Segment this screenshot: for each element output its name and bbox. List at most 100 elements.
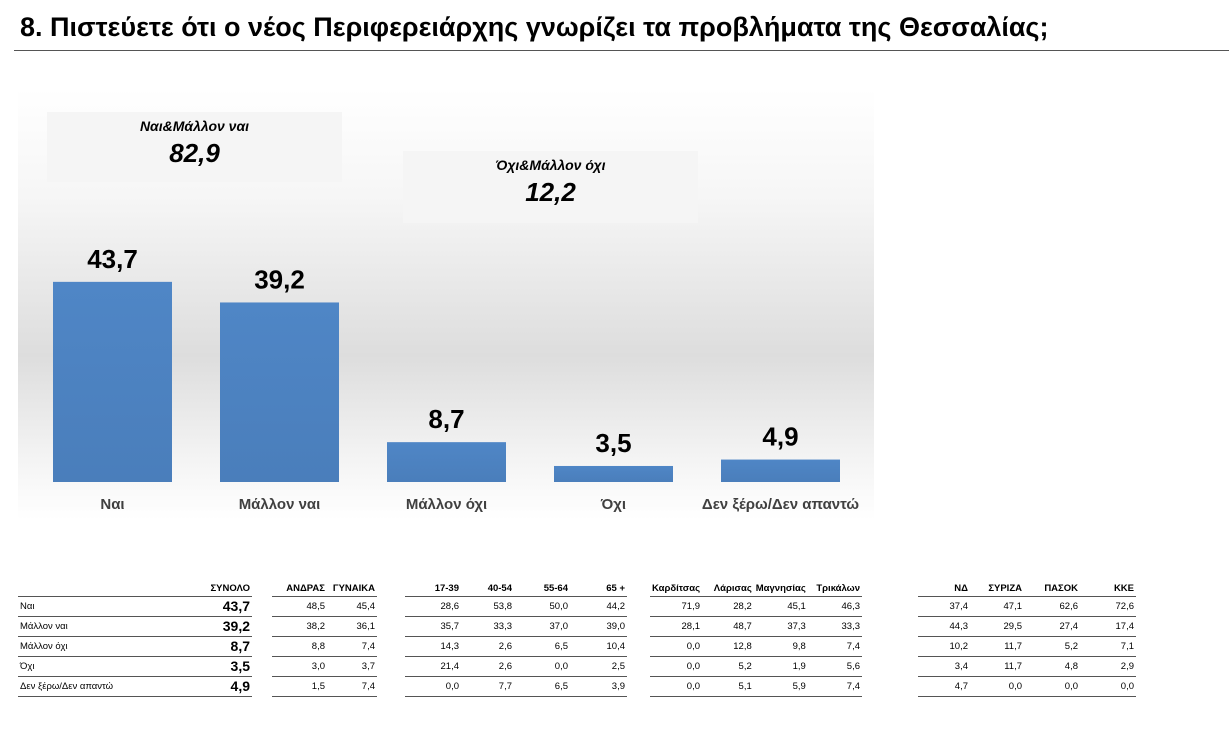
- category-label: Μάλλον όχι: [406, 496, 487, 513]
- table-cell: 27,4: [1024, 615, 1080, 636]
- table-cell: 28,2: [702, 595, 754, 616]
- summary-yes-value: 82,9: [169, 138, 220, 168]
- column-header: 40-54: [487, 582, 512, 594]
- summary-yes-box: Ναι&Μάλλον ναι 82,9: [47, 112, 342, 182]
- table-cell: 28,1: [650, 615, 703, 636]
- table-cell: 44,2: [570, 595, 627, 616]
- table-cell: 11,7: [970, 655, 1024, 676]
- table-cell: 0,0: [650, 675, 703, 697]
- table-row: Δεν ξέρω/Δεν απαντώ 4,9: [18, 675, 252, 697]
- bar-4: [721, 459, 840, 482]
- table-cell: 2,6: [461, 655, 514, 676]
- table-cell: 2,9: [1080, 655, 1136, 676]
- column-header: 55-64: [543, 582, 568, 594]
- table-cell: 36,1: [327, 615, 377, 636]
- table-region: Καρδίτσας Λάρισας Μαγνησίας Τρικάλων 71,…: [650, 578, 862, 697]
- page-title: 8. Πιστεύετε ότι ο νέος Περιφερειάρχης γ…: [20, 12, 1049, 42]
- table-row: Όχι 3,5: [18, 655, 252, 676]
- table-cell: 48,7: [702, 615, 754, 636]
- column-header: ΠΑΣΟΚ: [1044, 582, 1078, 594]
- table-row: 37,4 47,1 62,6 72,6: [918, 595, 1136, 616]
- table-cell: 6,5: [514, 675, 570, 697]
- table-cell: 50,0: [514, 595, 570, 616]
- table-cell: 33,3: [461, 615, 514, 636]
- table-cell: 10,4: [570, 635, 627, 656]
- table-cell: 5,6: [807, 655, 862, 676]
- table-gender: ΑΝΔΡΑΣ ΓΥΝΑΙΚΑ 48,5 45,4 38,2 36,1 8,8 7,4 …: [272, 578, 377, 697]
- table-cell: 7,4: [807, 635, 862, 656]
- category-label: Όχι: [600, 496, 626, 513]
- table-cell: 3,4: [918, 655, 970, 676]
- table-cell: 0,0: [650, 635, 703, 656]
- table-cell: 4,8: [1024, 655, 1080, 676]
- table-row: 0,0 7,7 6,5 3,9: [405, 675, 627, 697]
- table-row: 0,0 5,1 5,9 7,4: [650, 675, 862, 697]
- column-header: ΣΥΝΟΛΟ: [210, 582, 250, 594]
- table-row: 28,1 48,7 37,3 33,3: [650, 615, 862, 636]
- table-cell: 71,9: [650, 595, 703, 616]
- table-cell: 46,3: [807, 595, 862, 616]
- category-label: Μάλλον ναι: [239, 496, 321, 513]
- table-cell: 0,0: [650, 655, 703, 676]
- table-row: 48,5 45,4: [272, 595, 377, 616]
- table-cell: 2,5: [570, 655, 627, 676]
- category-label: Ναι: [100, 496, 124, 513]
- row-label: Ναι: [18, 595, 188, 616]
- bar-value-label: 8,7: [428, 404, 464, 434]
- table-cell: 6,5: [514, 635, 570, 656]
- bar-3: [554, 465, 673, 482]
- table-cell: 29,5: [970, 615, 1024, 636]
- table-cell: 45,4: [327, 595, 377, 616]
- summary-no-value: 12,2: [525, 177, 576, 207]
- table-cell: 5,9: [753, 675, 808, 697]
- column-header: ΓΥΝΑΙΚΑ: [332, 582, 375, 594]
- bar-0: [53, 281, 172, 482]
- table-cell: 37,4: [918, 595, 970, 616]
- table-cell: 37,3: [753, 615, 808, 636]
- table-cell: 5,2: [1024, 635, 1080, 656]
- table-row: 4,7 0,0 0,0 0,0: [918, 675, 1136, 697]
- table-cell: 4,9: [188, 675, 252, 697]
- column-header: ΑΝΔΡΑΣ: [286, 582, 325, 594]
- table-row: Μάλλον ναι 39,2: [18, 615, 252, 636]
- bar-chart: 43,7 Ναι 39,2 Μάλλον ναι 8,7 Μάλλον όχι 3,5 Όχι…: [53, 244, 860, 513]
- column-header: ΚΚΕ: [1113, 582, 1134, 594]
- category-label: Δεν ξέρω/Δεν απαντώ: [702, 496, 860, 513]
- table-cell: 1,5: [272, 675, 327, 697]
- summary-yes-label: Ναι&Μάλλον ναι: [139, 118, 250, 134]
- table-cell: 11,7: [970, 635, 1024, 656]
- summary-no-box: Όχι&Μάλλον όχι 12,2: [403, 151, 698, 223]
- table-age: 17-39 40-54 55-64 65 + 28,6 53,8 50,0 44,2 …: [405, 578, 627, 697]
- table-row: 71,9 28,2 45,1 46,3: [650, 595, 862, 616]
- table-cell: 48,5: [272, 595, 327, 616]
- table-cell: 39,2: [188, 615, 252, 636]
- column-header: Καρδίτσας: [652, 582, 701, 594]
- table-cell: 7,4: [327, 635, 377, 656]
- table-cell: 21,4: [405, 655, 461, 676]
- table-cell: 14,3: [405, 635, 461, 656]
- table-cell: 12,8: [702, 635, 754, 656]
- table-cell: 35,7: [405, 615, 461, 636]
- column-header: 65 +: [606, 582, 625, 594]
- table-cell: 7,1: [1080, 635, 1136, 656]
- column-header: Λάρισας: [713, 582, 752, 594]
- table-row: 10,2 11,7 5,2 7,1: [918, 635, 1136, 656]
- table-row: 44,3 29,5 27,4 17,4: [918, 615, 1136, 636]
- table-row: 21,4 2,6 0,0 2,5: [405, 655, 627, 676]
- table-row: Μάλλον όχι 8,7: [18, 635, 252, 656]
- table-cell: 5,1: [702, 675, 754, 697]
- column-header: 17-39: [434, 582, 459, 594]
- column-header: ΝΔ: [954, 582, 968, 594]
- table-cell: 47,1: [970, 595, 1024, 616]
- row-label: Όχι: [18, 655, 188, 676]
- column-header: Μαγνησίας: [755, 582, 806, 594]
- column-header: ΣΥΡΙΖΑ: [988, 582, 1022, 594]
- bar-value-label: 39,2: [254, 264, 305, 294]
- table-cell: 10,2: [918, 635, 970, 656]
- table-cell: 7,4: [327, 675, 377, 697]
- table-cell: 0,0: [405, 675, 461, 697]
- table-cell: 5,2: [702, 655, 754, 676]
- row-label: Μάλλον όχι: [18, 635, 188, 656]
- table-cell: 0,0: [1080, 675, 1136, 697]
- bar-value-label: 4,9: [762, 422, 798, 452]
